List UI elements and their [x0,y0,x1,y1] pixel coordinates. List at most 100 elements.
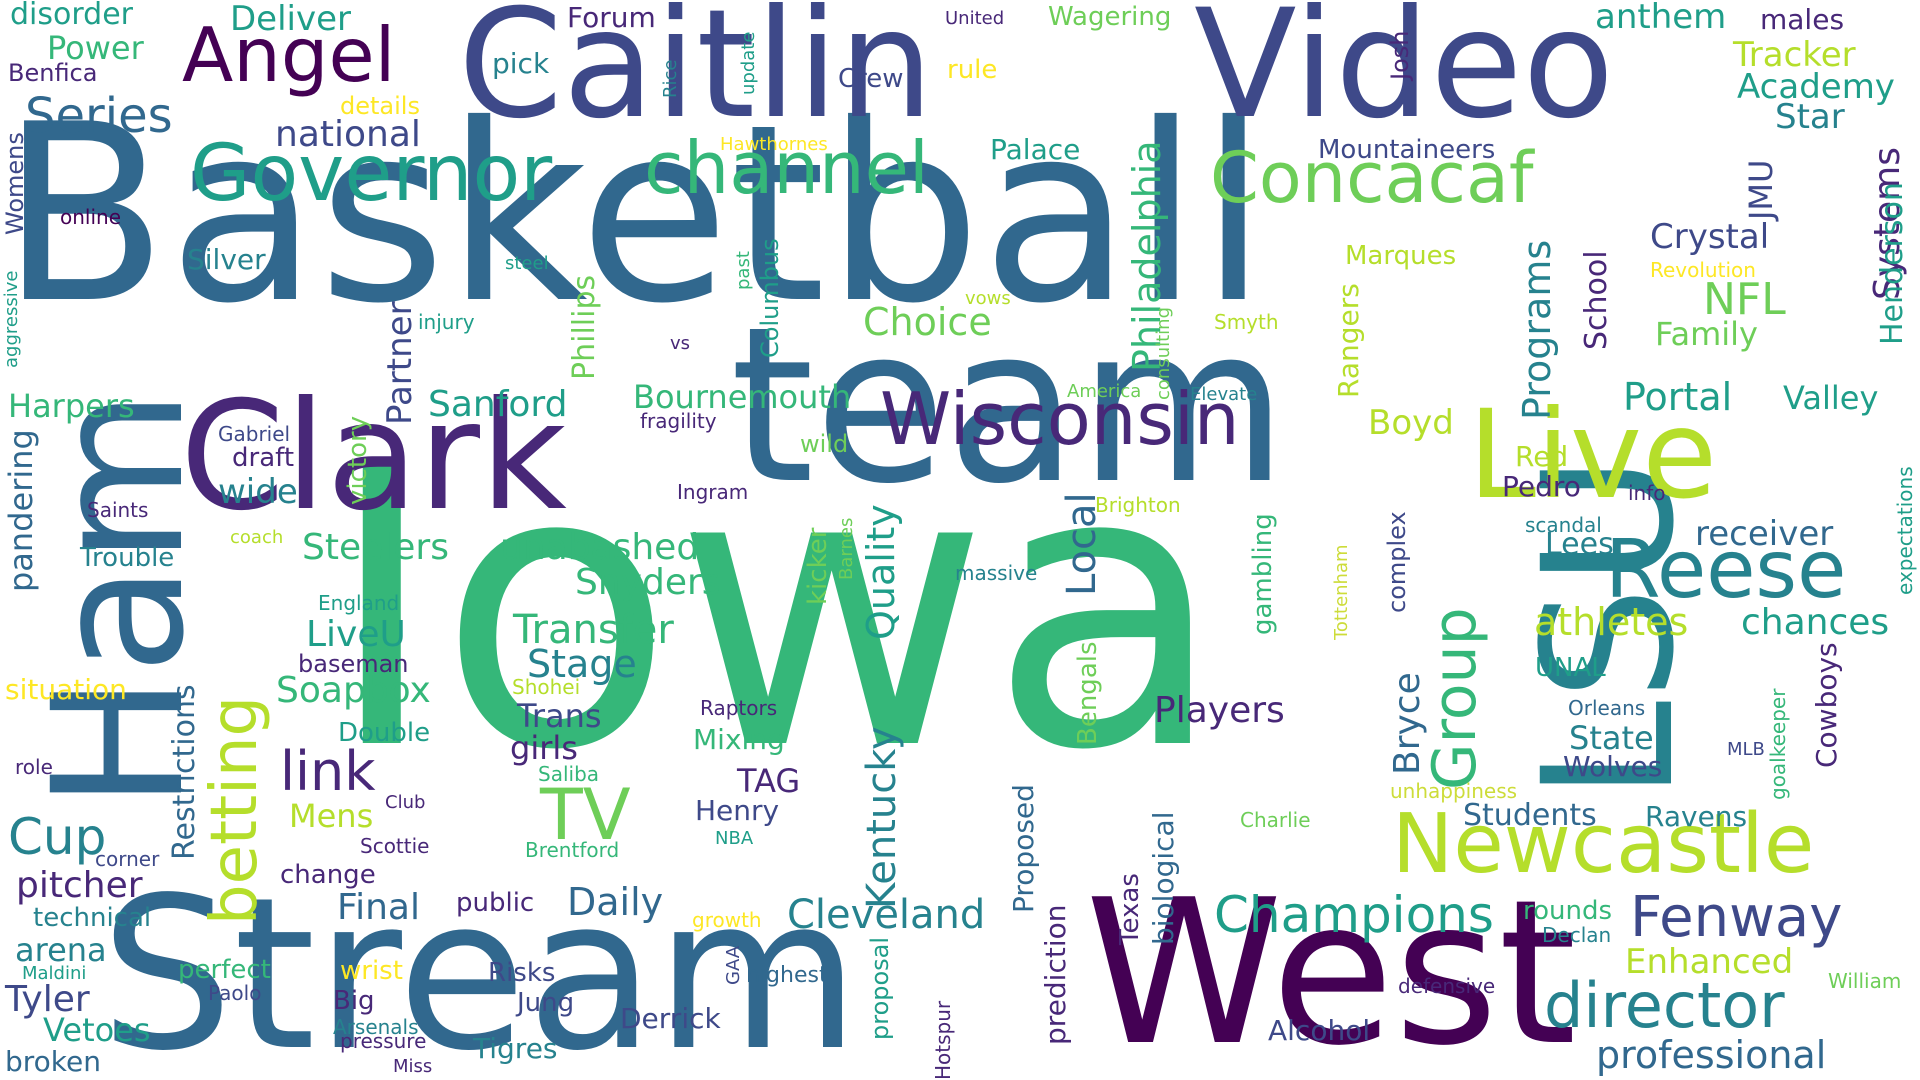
word-stage: Stage [527,642,637,686]
word-valley: Valley [1783,379,1879,417]
word-cleveland: Cleveland [787,892,986,938]
word-womens: Womens [1,132,29,235]
word-state: State [1569,719,1654,757]
word-fragility: fragility [640,409,717,433]
word-transfer: Transfer [513,607,674,653]
word-marques: Marques [1345,241,1457,271]
word-barnes: Barnes [836,517,857,580]
word-victory: victory [343,415,373,505]
word-athletes: athletes [1534,600,1689,644]
word-family: Family [1655,315,1758,353]
word-info: info [1628,481,1666,505]
word-pitcher: pitcher [16,865,143,906]
word-gabriel: Gabriel [218,422,291,446]
word-vetoes: Vetoes [43,1011,151,1049]
word-wild: wild [800,430,849,458]
word-raptors: Raptors [700,696,778,720]
word-rice: Rice [660,59,681,98]
word-brighton: Brighton [1095,493,1181,517]
word-males: males [1760,3,1845,36]
word-wide: wide [218,472,298,512]
word-benfica: Benfica [8,59,98,87]
word-online: online [60,205,122,229]
word-rangers: Rangers [1332,283,1365,398]
word-school: School [1579,250,1614,350]
word-partner: Partner [380,301,420,425]
word-choice: Choice [863,300,992,344]
word-portal: Portal [1623,375,1733,419]
word-bournemouth: Bournemouth [633,378,852,416]
word-expectations: expectations [1893,466,1917,595]
word-scottie: Scottie [360,834,430,858]
word-massive: massive [955,561,1038,585]
word-live: Live [1468,384,1718,526]
word-revolution: Revolution [1650,258,1756,282]
word-reese: Reese [1605,523,1847,616]
word-henderson: Henderson [1875,182,1910,345]
word-trans: Trans [517,697,602,735]
word-saliba: Saliba [538,762,600,786]
word-proposal: proposal [866,936,894,1040]
word-tv: TV [540,774,631,856]
word-cowboys: Cowboys [1810,642,1843,768]
word-kicker: kicker [803,527,833,605]
word-soapbox: Soapbox [276,670,431,711]
word-wisconsin: Wisconsin [880,377,1240,461]
word-steel: steel [505,253,549,274]
word-william: William [1828,969,1902,993]
word-gambling: gambling [1248,513,1278,635]
word-club: Club [385,792,426,813]
word-phillips: Phillips [567,274,602,380]
word-mixing: Mixing [693,723,785,756]
word-goalkeeper: goalkeeper [1766,688,1790,800]
word-smyth: Smyth [1214,310,1279,334]
word-shohei: Shohei [512,675,581,699]
word-link: link [280,740,376,803]
word-unabashed: unabashed [500,527,700,568]
word-tigres: Tigres [473,1032,558,1065]
word-alcohol: Alcohol [1268,1014,1371,1047]
word-tottenham: Tottenham [1331,544,1352,640]
word-update: update [738,31,759,95]
word-snyders: Snyders [575,562,721,603]
word-situation: situation [5,673,127,706]
word-coach: coach [230,527,284,548]
word-forum: Forum [567,1,656,34]
word-pressure: pressure [340,1029,427,1053]
word-trouble: Trouble [80,543,175,573]
word-clark: Clark [180,370,567,544]
word-newcastle: Newcastle [1392,797,1815,892]
word-students: Students [1463,798,1597,833]
word-details: details [340,92,420,120]
word-wagering: Wagering [1048,2,1172,32]
word-chances: chances [1741,602,1890,643]
word-saints: Saints [87,498,149,522]
word-programs: Programs [1515,239,1559,420]
word-maldini: Maldini [22,963,87,984]
word-liveu: LiveU [306,614,406,655]
word-vs: vs [670,333,691,354]
word-basketball: Basketball [0,72,1268,357]
word-tracker: Tracker [1733,35,1856,75]
word-sanford: Sanford [428,384,568,425]
word-national: national [275,114,421,155]
word-fenway: Fenway [1630,885,1843,950]
word-ingram: Ingram [677,480,749,504]
word-enhanced: Enhanced [1625,942,1794,982]
word-hotspur: Hotspur [931,1000,955,1080]
word-vows: vows [965,288,1011,309]
word-iowa: Iowa [325,386,1225,834]
word-role: role [15,755,53,779]
word-lees: Lees [1545,527,1614,562]
word-star: Star [1775,97,1845,137]
word-red: Red [1515,440,1569,473]
word-director: director [1544,969,1785,1042]
word-caitlin: Caitlin [458,0,934,152]
word-big: Big [333,986,375,1016]
word-angel: Angel [182,11,396,99]
word-players: Players [1154,690,1285,731]
word-america: America [1067,381,1142,402]
word-injury: injury [418,310,475,334]
word-deliver: Deliver [230,0,352,39]
word-texas: Texas [1115,873,1145,945]
